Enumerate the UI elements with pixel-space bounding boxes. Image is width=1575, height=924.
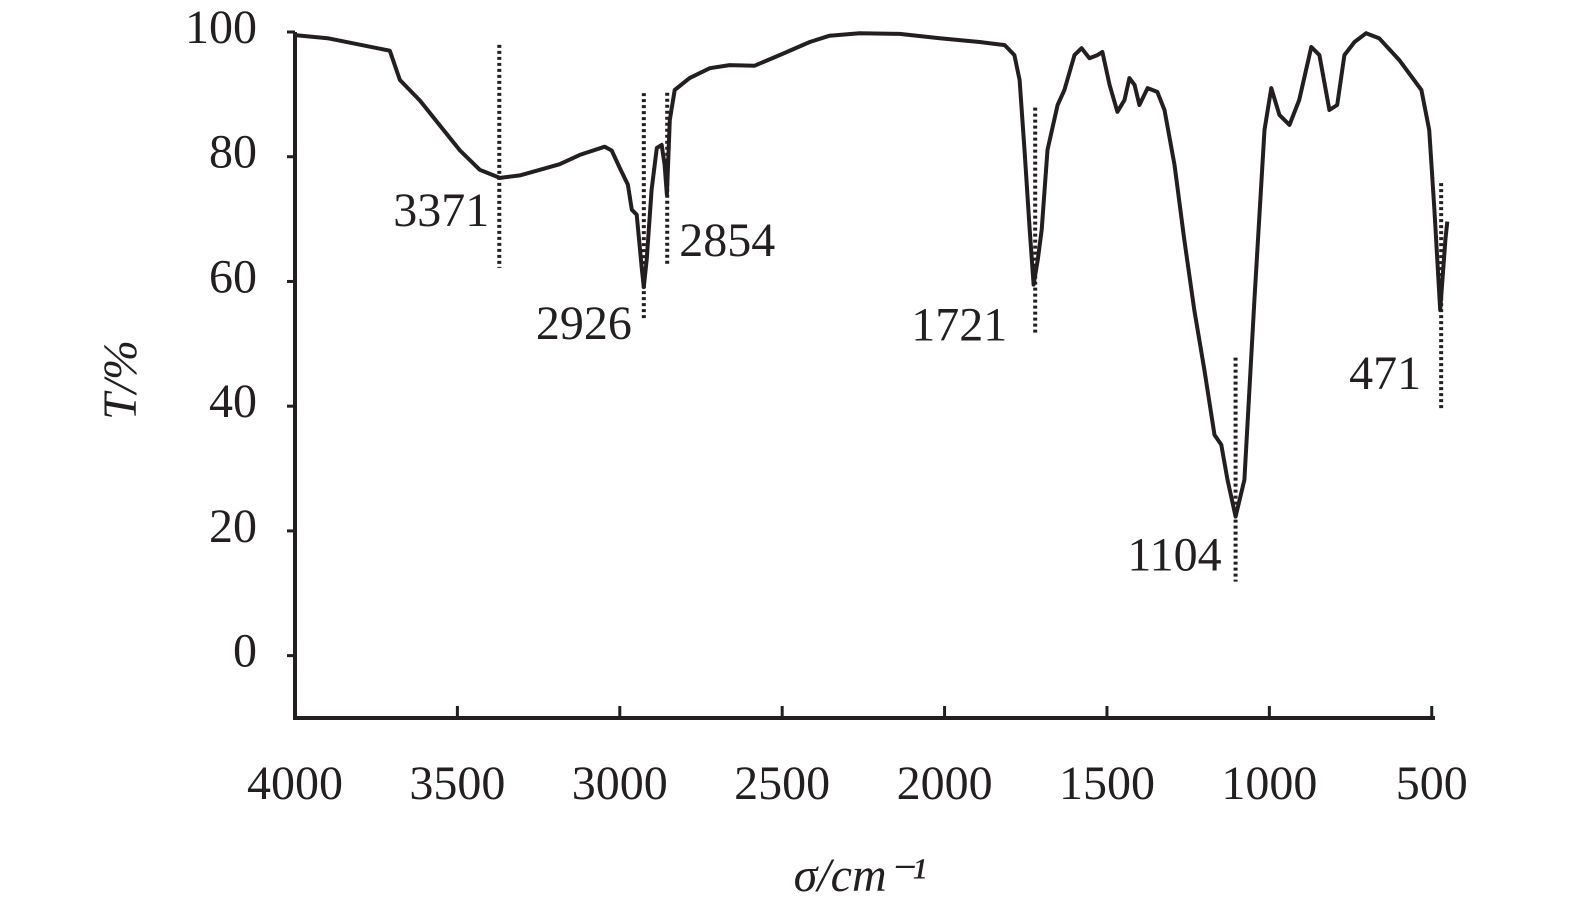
- x-tick-label: 3000: [572, 757, 668, 810]
- peak-label: 471: [1349, 347, 1421, 400]
- x-axis-label: σ/cm⁻¹: [794, 849, 927, 902]
- x-tick-label: 1000: [1221, 757, 1317, 810]
- peak-label: 1104: [1127, 529, 1221, 582]
- y-tick-label: 80: [209, 126, 257, 179]
- y-tick-label: 0: [233, 625, 257, 678]
- x-tick-label: 2500: [734, 757, 830, 810]
- y-tick-label: 20: [209, 500, 257, 553]
- x-tick-label: 1500: [1059, 757, 1155, 810]
- y-tick-label: 40: [209, 375, 257, 428]
- peak-label: 1721: [911, 299, 1007, 352]
- x-tick-label: 4000: [247, 757, 343, 810]
- peak-label: 2926: [536, 297, 632, 350]
- x-tick-label: 500: [1396, 757, 1468, 810]
- x-tick-label: 2000: [897, 757, 993, 810]
- peak-label: 3371: [393, 184, 489, 237]
- x-tick-label: 3500: [409, 757, 505, 810]
- peak-label: 2854: [679, 214, 775, 267]
- y-tick-label: 60: [209, 250, 257, 303]
- spectrum-line: [294, 31, 1450, 519]
- y-tick-label: 100: [185, 1, 257, 54]
- y-axis-label: T/%: [94, 340, 147, 420]
